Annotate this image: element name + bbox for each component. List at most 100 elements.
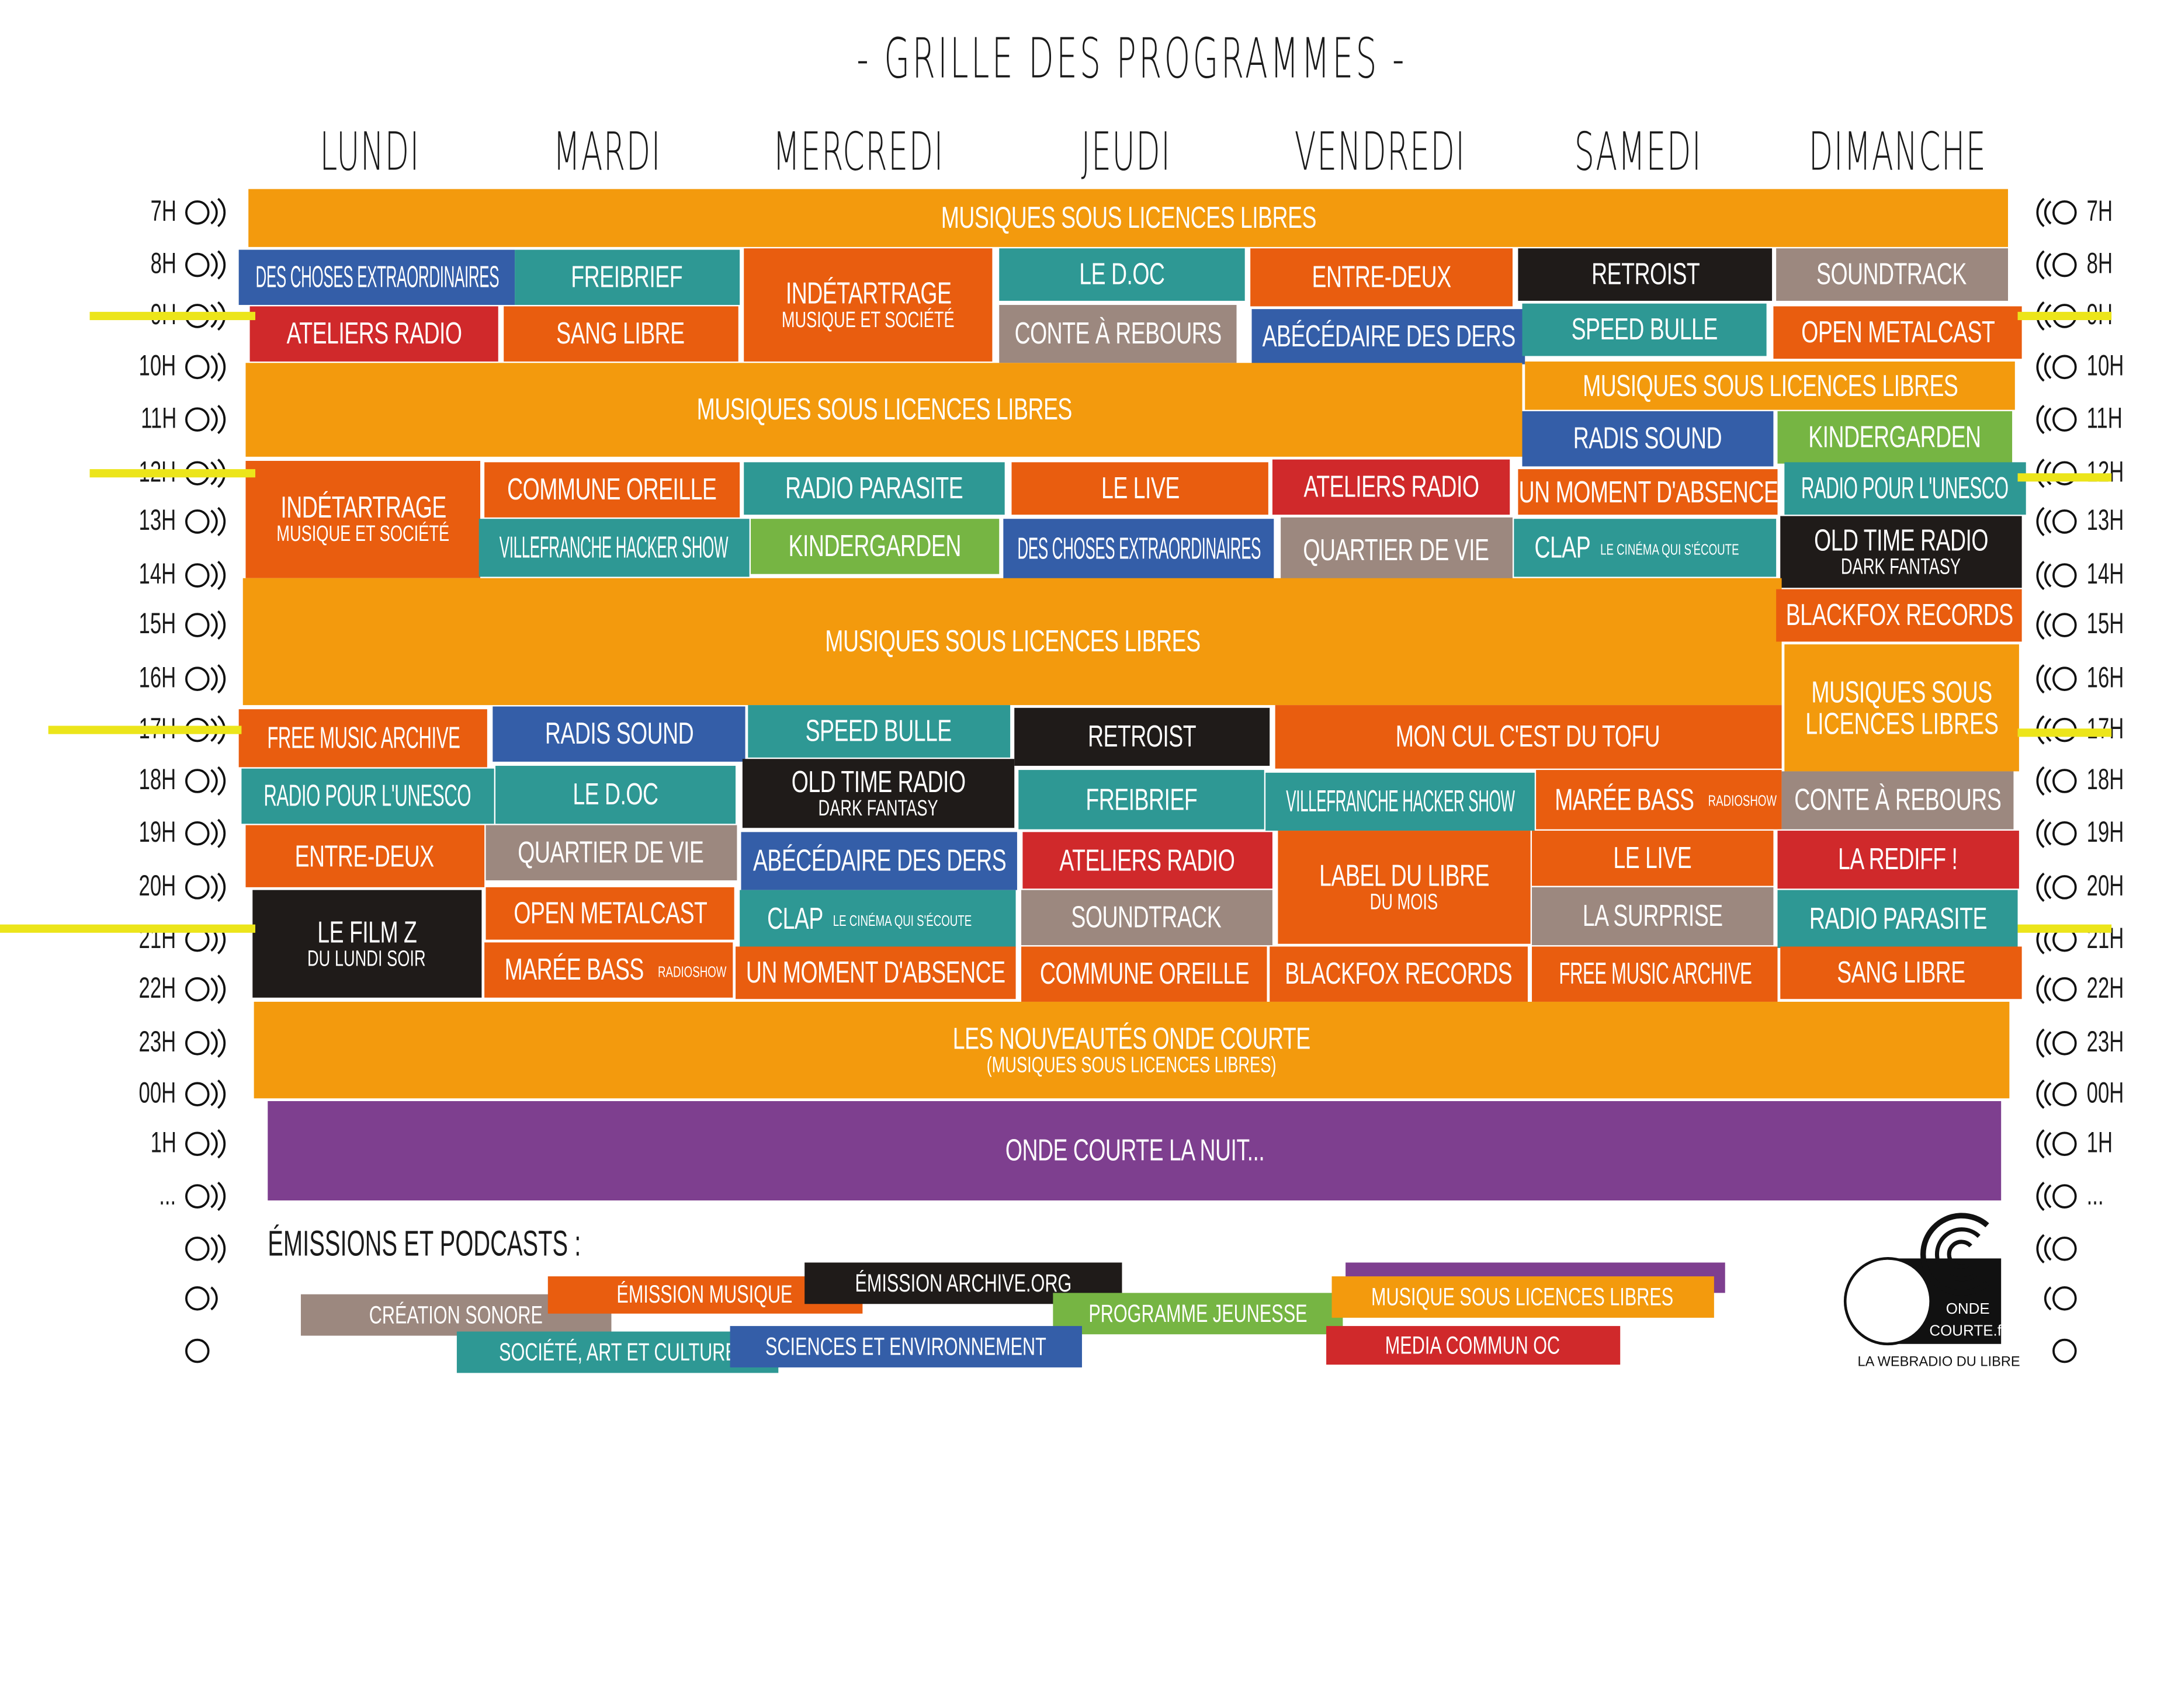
program-block-blackfox-records[interactable]: BLACKFOX RECORDS	[1776, 589, 2022, 642]
program-block-la-rediff[interactable]: LA REDIFF !	[1777, 831, 2019, 889]
program-block-open-metalcast[interactable]: OPEN METALCAST	[485, 887, 734, 940]
program-block-clap[interactable]: CLAP LE CINÉMA QUI S'ÉCOUTE	[740, 890, 1016, 948]
program-title: MUSIQUES SOUS LICENCES LIBRES	[1582, 367, 1958, 402]
day-header-jeudi: JEUDI	[1081, 121, 1171, 182]
program-block-soundtrack[interactable]: SOUNDTRACK	[1776, 248, 2009, 301]
program-title: MUSIQUES SOUS LICENCES LIBRES	[824, 623, 1201, 658]
program-block-ateliers-radio[interactable]: ATELIERS RADIO	[249, 306, 498, 362]
program-block-soundtrack[interactable]: SOUNDTRACK	[1021, 890, 1272, 946]
program-block-entre-deux[interactable]: ENTRE-DEUX	[1250, 248, 1513, 307]
program-title: FREIBRIEF	[571, 259, 684, 294]
program-block-le-live[interactable]: LE LIVE	[1532, 831, 1774, 886]
time-label-right: 8H	[2086, 248, 2113, 280]
program-block-les-nouveaut-s-onde-courte[interactable]: LES NOUVEAUTÉS ONDE COURTE (MUSIQUES SOUS…	[254, 1001, 2010, 1099]
time-label-right: 13H	[2086, 505, 2124, 537]
program-block-musiques-sous-licences-libres[interactable]: MUSIQUES SOUS LICENCES LIBRES	[245, 363, 1523, 457]
program-title: SANG LIBRE	[1837, 954, 1965, 990]
program-block-clap[interactable]: CLAP LE CINÉMA QUI S'ÉCOUTE	[1514, 519, 1777, 577]
radio-waves-right-icon	[185, 560, 227, 591]
program-block-commune-oreille[interactable]: COMMUNE OREILLE	[484, 462, 740, 518]
program-block-musiques-sous-licences-libres[interactable]: MUSIQUES SOUS LICENCES LIBRES	[1525, 361, 2015, 410]
program-block-open-metalcast[interactable]: OPEN METALCAST	[1773, 306, 2022, 359]
program-block-des-choses-extraordinaires[interactable]: DES CHOSES EXTRAORDINAIRES	[1003, 519, 1274, 580]
program-block-musiques-sous[interactable]: MUSIQUES SOUS LICENCES LIBRES	[1784, 644, 2019, 772]
program-block-le-live[interactable]: LE LIVE	[1011, 462, 1268, 515]
time-label-right: 22H	[2086, 973, 2124, 1005]
program-block-mon-cul-c-est-du-tofu[interactable]: MON CUL C'EST DU TOFU	[1275, 705, 1782, 769]
program-block-radio-pour-l-unesco[interactable]: RADIO POUR L'UNESCO	[1784, 462, 2026, 515]
program-block-free-music-archive[interactable]: FREE MUSIC ARCHIVE	[238, 709, 487, 768]
program-block-freibrief[interactable]: FREIBRIEF	[1018, 770, 1264, 829]
program-block-mar-e-bass[interactable]: MARÉE BASS RADIOSHOW	[484, 942, 733, 998]
program-block-villefranche-hacker-show[interactable]: VILLEFRANCHE HACKER SHOW	[478, 519, 750, 577]
program-title: MUSIQUES SOUS LICENCES LIBRES	[940, 200, 1316, 235]
program-title: LE D.OC	[1079, 256, 1165, 291]
program-block-blackfox-records[interactable]: BLACKFOX RECORDS	[1270, 946, 1528, 1002]
program-block-ind-tartrage[interactable]: INDÉTARTRAGE MUSIQUE ET SOCIÉTÉ	[744, 248, 993, 362]
program-block-radio-parasite[interactable]: RADIO PARASITE	[1777, 890, 2018, 948]
time-label-right: 11H	[2086, 402, 2123, 435]
radio-waves-right-icon	[185, 506, 227, 536]
radio-waves-left-icon	[2035, 974, 2077, 1004]
program-block-ateliers-radio[interactable]: ATELIERS RADIO	[1022, 832, 1272, 889]
program-block-ateliers-radio[interactable]: ATELIERS RADIO	[1272, 459, 1510, 515]
time-label-left: 7H	[150, 196, 177, 228]
program-block-sang-libre[interactable]: SANG LIBRE	[504, 306, 738, 362]
program-block-retroist[interactable]: RETROIST	[1014, 707, 1270, 766]
program-block-des-choses-extraordinaires[interactable]: DES CHOSES EXTRAORDINAIRES	[238, 249, 515, 306]
program-block-conte-rebours[interactable]: CONTE À REBOURS	[999, 305, 1237, 363]
program-block-old-time-radio[interactable]: OLD TIME RADIO DARK FANTASY	[1780, 516, 2022, 588]
program-block-conte-rebours[interactable]: CONTE À REBOURS	[1781, 771, 2014, 829]
program-title: RETROIST	[1088, 718, 1197, 754]
program-title: FREIBRIEF	[1086, 782, 1197, 817]
program-block-quartier-de-vie[interactable]: QUARTIER DE VIE	[485, 825, 737, 881]
program-title: LA REDIFF !	[1838, 841, 1958, 876]
program-block-label-du-libre[interactable]: LABEL DU LIBRE DU MOIS	[1278, 831, 1531, 944]
program-block-speed-bulle[interactable]: SPEED BULLE	[1522, 303, 1767, 356]
program-block-speed-bulle[interactable]: SPEED BULLE	[748, 705, 1011, 758]
program-block-mar-e-bass[interactable]: MARÉE BASS RADIOSHOW	[1536, 770, 1782, 829]
program-block-quartier-de-vie[interactable]: QUARTIER DE VIE	[1281, 517, 1513, 582]
time-label-right: 18H	[2086, 764, 2124, 796]
program-block-musiques-sous-licences-libres[interactable]: MUSIQUES SOUS LICENCES LIBRES	[242, 578, 1782, 706]
radio-waves-right-icon	[185, 1079, 227, 1109]
program-block-entre-deux[interactable]: ENTRE-DEUX	[245, 825, 485, 887]
program-block-ab-c-daire-des-ders[interactable]: ABÉCÉDAIRE DES DERS	[741, 832, 1017, 890]
program-block-un-moment-d-absence[interactable]: UN MOMENT D'ABSENCE	[736, 946, 1016, 999]
radio-waves-left-icon	[2035, 1336, 2077, 1363]
radio-waves-right-icon	[185, 610, 227, 640]
program-block-le-d-oc[interactable]: LE D.OC	[495, 766, 736, 824]
program-block-onde-courte-la-nuit[interactable]: ONDE COURTE LA NUIT...	[268, 1101, 2002, 1201]
day-header-mercredi: MERCREDI	[772, 121, 944, 182]
program-block-radis-sound[interactable]: RADIS SOUND	[493, 706, 745, 762]
program-block-kindergarden[interactable]: KINDERGARDEN	[1777, 411, 2013, 464]
program-block-le-film-z[interactable]: LE FILM Z DU LUNDI SOIR	[252, 890, 482, 998]
program-title: LE LIVE	[1101, 470, 1180, 505]
program-title: INDÉTARTRAGE	[785, 275, 951, 310]
program-block-un-moment-d-absence[interactable]: UN MOMENT D'ABSENCE	[1518, 469, 1778, 515]
program-block-old-time-radio[interactable]: OLD TIME RADIO DARK FANTASY	[742, 759, 1015, 828]
radio-waves-right-icon	[185, 1181, 227, 1211]
program-block-la-surprise[interactable]: LA SURPRISE	[1532, 887, 1774, 946]
time-label-right: 23H	[2086, 1026, 2124, 1058]
program-block-ab-c-daire-des-ders[interactable]: ABÉCÉDAIRE DES DERS	[1251, 309, 1525, 364]
program-title: MUSIQUES SOUS LICENCES LIBRES	[696, 391, 1072, 426]
program-title: MARÉE BASS	[505, 952, 645, 987]
program-block-villefranche-hacker-show[interactable]: VILLEFRANCHE HACKER SHOW	[1265, 772, 1535, 831]
program-block-radio-parasite[interactable]: RADIO PARASITE	[744, 462, 1005, 515]
program-block-retroist[interactable]: RETROIST	[1518, 248, 1773, 301]
program-block-radis-sound[interactable]: RADIS SOUND	[1522, 411, 1774, 467]
program-block-sang-libre[interactable]: SANG LIBRE	[1780, 946, 2022, 999]
program-block-radio-pour-l-unesco[interactable]: RADIO POUR L'UNESCO	[241, 768, 494, 824]
radio-waves-right-icon	[185, 404, 227, 435]
program-block-musiques-sous-licences-libres[interactable]: MUSIQUES SOUS LICENCES LIBRES	[248, 189, 2009, 247]
program-block-kindergarden[interactable]: KINDERGARDEN	[751, 519, 1000, 574]
program-block-free-music-archive[interactable]: FREE MUSIC ARCHIVE	[1532, 946, 1778, 1002]
program-block-le-d-oc[interactable]: LE D.OC	[999, 248, 1245, 301]
radio-waves-right-icon	[185, 1129, 227, 1159]
program-block-ind-tartrage[interactable]: INDÉTARTRAGE MUSIQUE ET SOCIÉTÉ	[245, 460, 481, 578]
logo-tagline: LA WEBRADIO DU LIBRE	[1858, 1355, 2020, 1370]
day-header-samedi: SAMEDI	[1574, 121, 1702, 182]
program-block-freibrief[interactable]: FREIBRIEF	[515, 249, 740, 306]
program-block-commune-oreille[interactable]: COMMUNE OREILLE	[1021, 946, 1267, 1002]
